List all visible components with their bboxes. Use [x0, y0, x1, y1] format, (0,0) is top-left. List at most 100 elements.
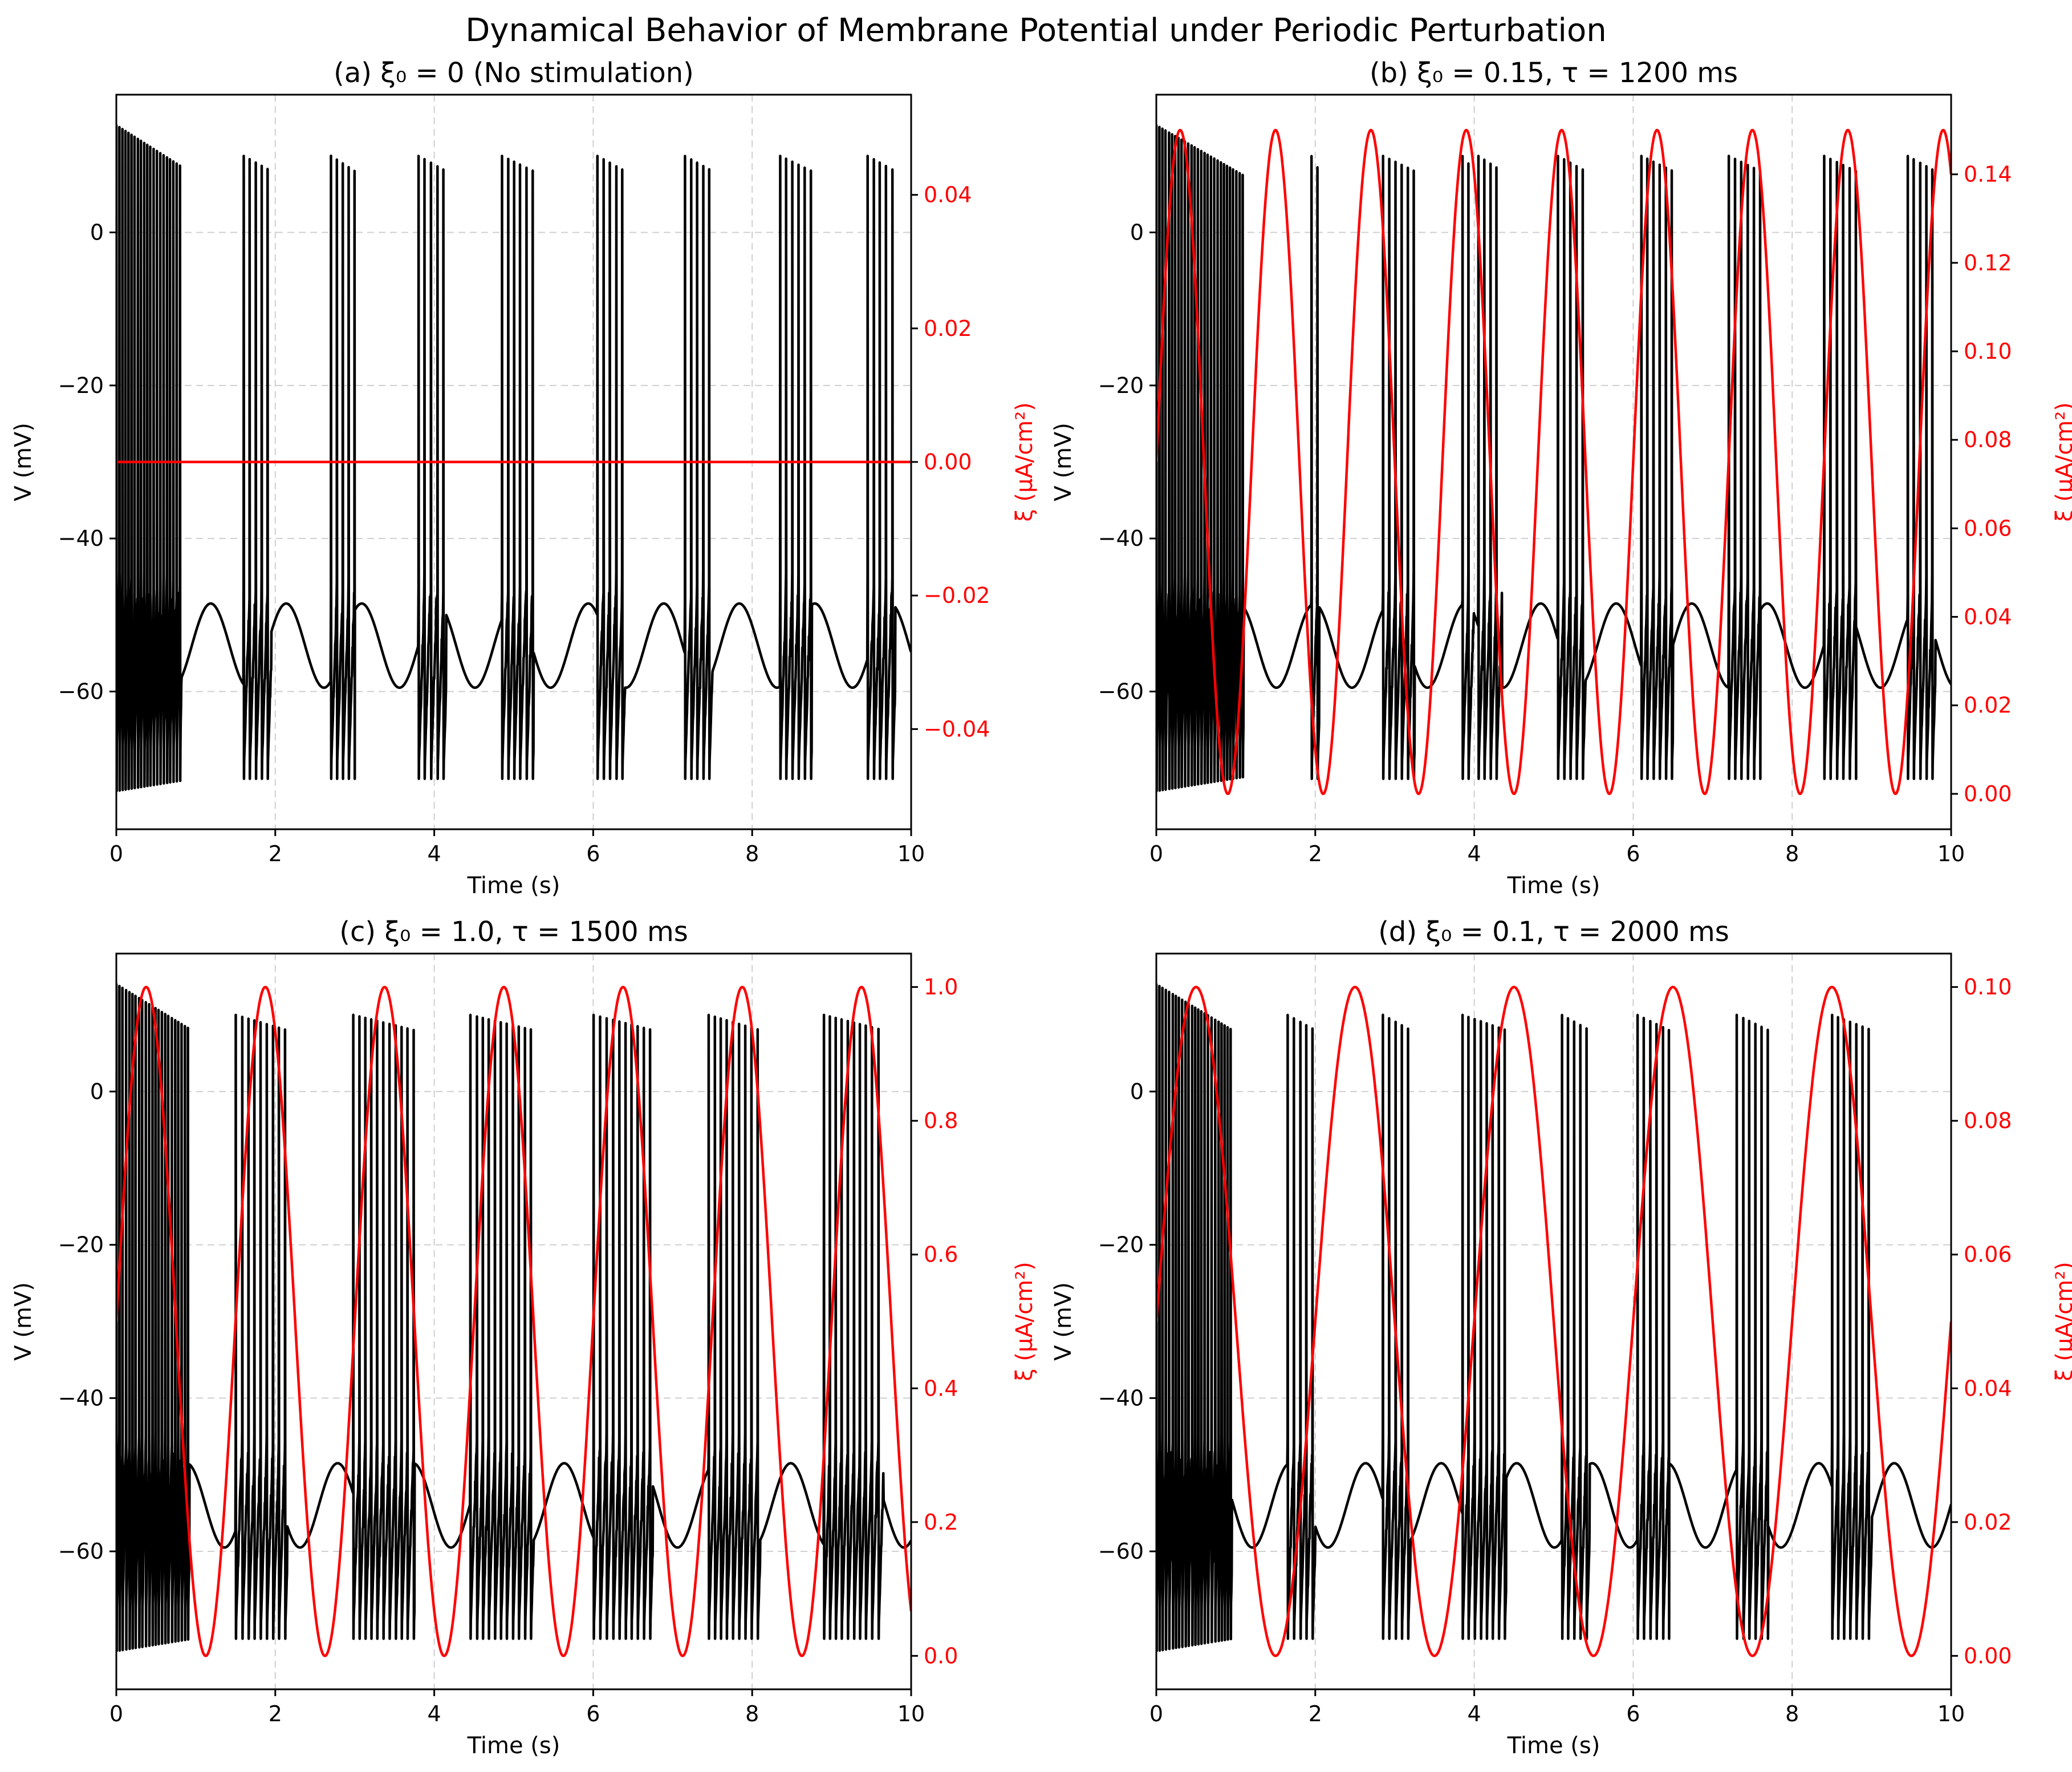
membrane-potential-line	[1156, 124, 1951, 793]
y-axis-left-a: −60 −40 −20 0 V (mV)	[10, 220, 116, 704]
y-right-axis-label: ξ (μA/cm²)	[1011, 1262, 1038, 1381]
y-right-tick-label: 0.4	[924, 1376, 958, 1401]
y-axis-left-c: −60 −40 −20 0 V (mV)	[10, 1079, 116, 1564]
x-tick-label: 6	[586, 1701, 600, 1726]
membrane-series-b	[1156, 124, 1951, 796]
x-tick-label: 10	[897, 841, 925, 866]
y-axis-label: V (mV)	[1050, 423, 1076, 501]
y-right-tick-label: 0.04	[1964, 605, 2012, 630]
panel-b: 0 2 4 6 8 10 Time (s) −60 −40 −20 0 V (mV) 0.00 0.02 0…	[1050, 57, 2072, 899]
x-tick-label: 4	[428, 1701, 441, 1726]
panel-title: (b) ξ₀ = 0.15, τ = 1200 ms	[1370, 57, 1738, 89]
y-right-axis-label: ξ (μA/cm²)	[1011, 402, 1038, 522]
y-right-tick-label: 0.2	[924, 1510, 958, 1535]
x-tick-label: 8	[745, 1701, 759, 1726]
y-tick-label: −60	[1098, 679, 1144, 704]
y-tick-label: −60	[58, 1539, 104, 1564]
y-axis-left-d: −60 −40 −20 0 V (mV)	[1050, 1079, 1156, 1564]
x-tick-label: 10	[1937, 841, 1965, 866]
x-tick-label: 4	[1468, 1701, 1481, 1726]
membrane-series-a	[116, 124, 911, 793]
y-tick-label: −20	[1098, 1232, 1144, 1258]
y-tick-label: −40	[1098, 526, 1144, 551]
x-tick-label: 0	[109, 841, 123, 866]
membrane-potential-line	[116, 124, 911, 793]
x-axis-label: Time (s)	[467, 873, 560, 899]
x-tick-label: 6	[1626, 1701, 1640, 1726]
y-axis-label: V (mV)	[1050, 1282, 1076, 1361]
panel-title: (a) ξ₀ = 0 (No stimulation)	[334, 57, 694, 89]
panel-title: (c) ξ₀ = 1.0, τ = 1500 ms	[339, 916, 688, 948]
stimulus-line	[1156, 986, 1951, 1657]
y-axis-right-a: −0.04 −0.02 0.00 0.02 0.04 ξ (μA/cm²)	[911, 183, 1038, 741]
y-axis-label: V (mV)	[10, 1282, 36, 1361]
y-tick-label: −60	[58, 679, 104, 704]
x-tick-label: 4	[1468, 841, 1481, 866]
y-right-axis-label: ξ (μA/cm²)	[2051, 402, 2072, 522]
panel-d: 0 2 4 6 8 10 Time (s) −60 −40 −20 0 V (mV) 0.00 0.02 0…	[1050, 916, 2072, 1759]
y-right-tick-label: 0.06	[1964, 516, 2012, 541]
x-tick-label: 0	[109, 1701, 123, 1726]
y-right-tick-label: 0.04	[1964, 1376, 2012, 1401]
y-right-tick-label: 0.04	[924, 183, 972, 208]
y-right-tick-label: 1.0	[924, 975, 958, 1000]
x-tick-label: 8	[1785, 1701, 1799, 1726]
y-tick-label: −20	[58, 373, 104, 398]
plot-frame	[115, 952, 912, 1690]
membrane-series-c	[116, 983, 911, 1657]
membrane-series-d	[1156, 983, 1951, 1657]
panel-title: (d) ξ₀ = 0.1, τ = 2000 ms	[1378, 916, 1729, 948]
y-tick-label: 0	[90, 1079, 104, 1104]
y-axis-label: V (mV)	[10, 423, 36, 501]
y-right-tick-label: 0.0	[924, 1643, 958, 1668]
plot-frame	[1155, 94, 1952, 830]
y-tick-label: −40	[1098, 1385, 1144, 1410]
x-tick-label: 6	[586, 841, 600, 866]
y-tick-label: −20	[1098, 373, 1144, 398]
y-axis-left-b: −60 −40 −20 0 V (mV)	[1050, 220, 1156, 704]
y-right-tick-label: 0.02	[1964, 693, 2012, 718]
stimulus-line	[1156, 128, 1951, 796]
y-right-tick-label: 0.06	[1964, 1242, 2012, 1267]
x-axis-label: Time (s)	[467, 1733, 560, 1759]
x-tick-label: 0	[1149, 1701, 1163, 1726]
y-tick-label: 0	[1130, 220, 1144, 245]
stimulus-line	[116, 986, 911, 1657]
x-axis-label: Time (s)	[1507, 873, 1600, 899]
y-tick-label: −40	[58, 526, 104, 551]
y-axis-right-d: 0.00 0.02 0.04 0.06 0.08 0.10 ξ (μA/cm²)	[1951, 975, 2072, 1668]
y-right-tick-label: 0.8	[924, 1108, 958, 1133]
x-axis-b: 0 2 4 6 8 10 Time (s)	[1149, 829, 1965, 899]
y-right-axis-label: ξ (μA/cm²)	[2051, 1262, 2072, 1381]
x-axis-label: Time (s)	[1507, 1733, 1600, 1759]
x-axis-d: 0 2 4 6 8 10 Time (s)	[1149, 1689, 1965, 1759]
y-right-tick-label: 0.00	[1964, 781, 2012, 806]
membrane-potential-line	[1156, 983, 1951, 1653]
y-right-tick-label: 0.00	[1964, 1643, 2012, 1668]
plot-frame	[1155, 952, 1952, 1690]
y-axis-right-b: 0.00 0.02 0.04 0.06 0.08 0.10 0.12 0.14 ξ (μA/cm…	[1951, 162, 2072, 806]
y-tick-label: −40	[58, 1385, 104, 1410]
y-right-tick-label: 0.10	[1964, 339, 2012, 364]
y-right-tick-label: 0.02	[1964, 1510, 2012, 1535]
y-right-tick-label: 0.00	[924, 449, 972, 475]
x-axis-c: 0 2 4 6 8 10 Time (s)	[109, 1689, 925, 1759]
x-tick-label: 8	[1785, 841, 1799, 866]
x-tick-label: 6	[1626, 841, 1640, 866]
x-tick-label: 2	[1309, 841, 1322, 866]
figure-title: Dynamical Behavior of Membrane Potential…	[465, 12, 1606, 49]
y-right-tick-label: 0.6	[924, 1242, 958, 1267]
y-right-tick-label: −0.02	[924, 583, 990, 608]
x-tick-label: 2	[1309, 1701, 1322, 1726]
y-tick-label: −60	[1098, 1539, 1144, 1564]
y-right-tick-label: 0.08	[1964, 1108, 2012, 1133]
x-tick-label: 0	[1149, 841, 1163, 866]
membrane-potential-line	[116, 983, 911, 1653]
y-right-tick-label: 0.12	[1964, 250, 2012, 275]
x-tick-label: 10	[1937, 1701, 1965, 1726]
y-tick-label: 0	[90, 220, 104, 245]
y-right-tick-label: 0.14	[1964, 162, 2012, 187]
x-tick-label: 2	[269, 1701, 282, 1726]
